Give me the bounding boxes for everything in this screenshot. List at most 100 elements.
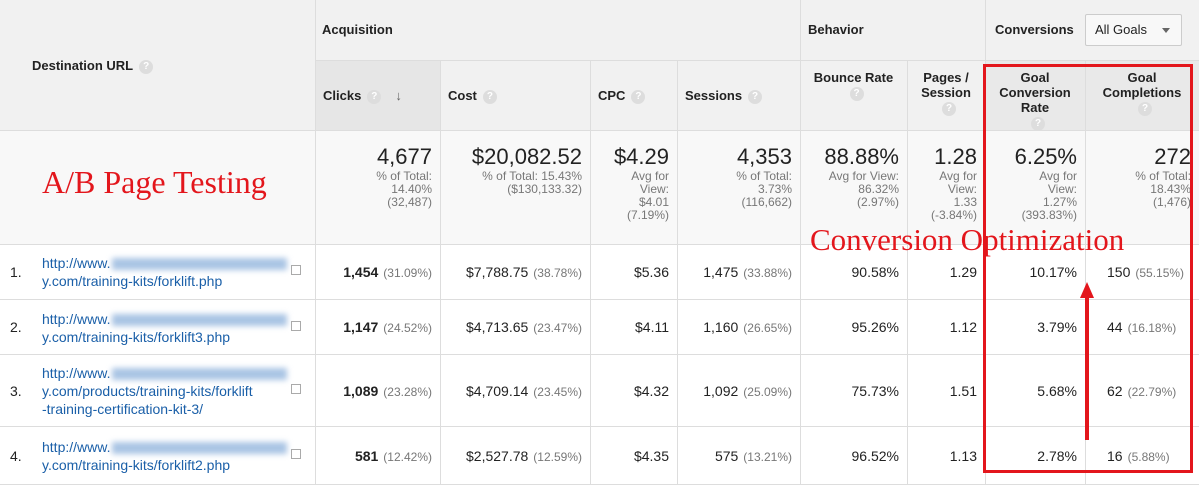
row-index: 2. [10, 319, 22, 335]
column-label: Bounce Rate [813, 70, 894, 85]
url-link[interactable]: http://www. y.com/training-kits/forklift3… [42, 310, 288, 346]
dimension-header: Destination URL? [32, 58, 154, 74]
column-header[interactable]: Cost? [448, 88, 582, 104]
metric-value: 62 [1107, 383, 1123, 399]
total-detail: Avg for View: [828, 169, 899, 183]
col-border [590, 60, 591, 485]
metric-share: (26.65%) [743, 321, 792, 335]
metric-value: 1,089 [343, 383, 379, 399]
total-detail: 14.40% [391, 182, 432, 196]
external-link-icon[interactable] [291, 320, 301, 331]
metric-cell: $4.35 [590, 427, 669, 485]
metric-share: (23.45%) [533, 385, 582, 399]
url-blurred [112, 313, 288, 326]
arrow-shaft [1085, 296, 1089, 440]
column-header[interactable]: Sessions? [685, 88, 792, 104]
metric-value: 3.79% [1037, 319, 1077, 335]
metric-value: 5.68% [1037, 383, 1077, 399]
metric-value: 1,092 [703, 383, 739, 399]
metric-cell: 581 (12.42%) [315, 427, 432, 485]
metric-cell: 1.29 [907, 244, 977, 300]
external-link-icon[interactable] [291, 265, 301, 275]
metric-share: (16.18%) [1127, 321, 1177, 335]
metric-cell: $2,527.78 (12.59%) [440, 427, 582, 485]
total-value: 88.88% [824, 144, 899, 169]
column-header[interactable]: Bounce Rate? [808, 70, 899, 101]
total-value: $4.29 [613, 144, 669, 169]
total-detail: % of Total: 15.43% [482, 169, 582, 183]
metric-share: (13.21%) [743, 450, 792, 464]
column-header[interactable]: Clicks? ↓ [323, 88, 432, 104]
column-header[interactable]: CPC? [598, 88, 669, 104]
url-blurred [112, 368, 288, 381]
metric-share: (24.52%) [383, 321, 432, 335]
totals-cell: 6.25% Avg for View: 1.27% (393.83%) [985, 144, 1077, 222]
external-link-icon[interactable] [291, 449, 301, 459]
url-link[interactable]: http://www. y.com/products/training-kits/… [42, 364, 288, 418]
metric-share: (55.15%) [1135, 266, 1185, 280]
column-header[interactable]: Pages / Session? [915, 70, 977, 116]
total-detail: View: [947, 182, 977, 196]
row-index: 4. [10, 448, 22, 464]
totals-cell: 4,353% of Total: 3.73% (116,662) [677, 144, 792, 209]
metric-cell: $4,709.14 (23.45%) [440, 355, 582, 427]
url-blurred [112, 442, 288, 455]
metric-share: (22.79%) [1127, 385, 1177, 399]
total-detail: (393.83%) [1021, 208, 1077, 222]
column-label: CPC [598, 88, 626, 103]
metric-value: 95.26% [851, 319, 899, 335]
total-detail: View: [639, 182, 669, 196]
metric-value: 90.58% [851, 264, 899, 280]
metric-cell: $4,713.65 (23.47%) [440, 300, 582, 355]
help-icon: ? [748, 89, 763, 104]
total-value: 6.25% [1014, 144, 1077, 169]
total-detail: 86.32% [858, 182, 899, 196]
help-icon: ? [1031, 116, 1045, 131]
total-detail: (1,476) [1152, 195, 1191, 209]
url-part: -training-certification-kit-3/ [42, 401, 204, 417]
url-start: http://www. [42, 365, 111, 381]
metric-value: 575 [714, 448, 739, 464]
total-detail: 1.33 [953, 195, 977, 209]
column-label: Goal Completions [1102, 70, 1182, 100]
metric-value: $7,788.75 [466, 264, 529, 280]
row-border [0, 354, 1199, 355]
external-link-icon[interactable] [291, 384, 301, 394]
total-detail: (7.19%) [626, 208, 669, 222]
url-part: y.com/products/training-kits/forklift [42, 383, 253, 399]
metric-share: (12.59%) [533, 450, 582, 464]
totals-cell: 1.28 Avg for View: 1.33 (-3.84%) [907, 144, 977, 222]
row-index: 3. [10, 383, 22, 399]
column-header[interactable]: Goal Completions? [1093, 70, 1191, 116]
annotation-label: Conversion Optimization [810, 222, 1125, 257]
total-value: 272 [1154, 144, 1191, 169]
col-border [800, 0, 801, 485]
metric-share: (12.42%) [383, 450, 432, 464]
metric-cell: 10.17% [985, 244, 1077, 300]
goal-selector[interactable]: All Goals [1085, 14, 1182, 46]
url-link[interactable]: http://www. y.com/training-kits/forklift.… [42, 254, 288, 290]
goal-header-bg [985, 60, 1199, 130]
metric-value: 150 [1107, 264, 1131, 280]
metric-share: (33.88%) [743, 266, 792, 280]
metric-cell: 5.68% [985, 355, 1077, 427]
column-label: Clicks [323, 88, 362, 103]
help-icon: ? [139, 59, 154, 74]
metric-value: $5.36 [633, 264, 669, 280]
metric-value: 1,147 [343, 319, 379, 335]
url-link[interactable]: http://www. y.com/training-kits/forklift2… [42, 438, 288, 474]
metric-value: 581 [354, 448, 379, 464]
metric-cell: 1,089 (23.28%) [315, 355, 432, 427]
group-header: Conversions [995, 22, 1074, 37]
metric-value: $2,527.78 [466, 448, 529, 464]
metric-cell: 1,147 (24.52%) [315, 300, 432, 355]
help-icon: ? [482, 89, 497, 104]
help-icon: ? [942, 101, 956, 116]
metric-cell: 1.51 [907, 355, 977, 427]
column-header[interactable]: Goal Conversion Rate? [993, 70, 1077, 131]
total-detail: Avg for [631, 169, 669, 183]
annotation-title: A/B Page Testing [42, 164, 267, 200]
help-icon: ? [367, 89, 382, 104]
metric-share: (23.28%) [383, 385, 432, 399]
total-detail: 18.43% [1150, 182, 1191, 196]
